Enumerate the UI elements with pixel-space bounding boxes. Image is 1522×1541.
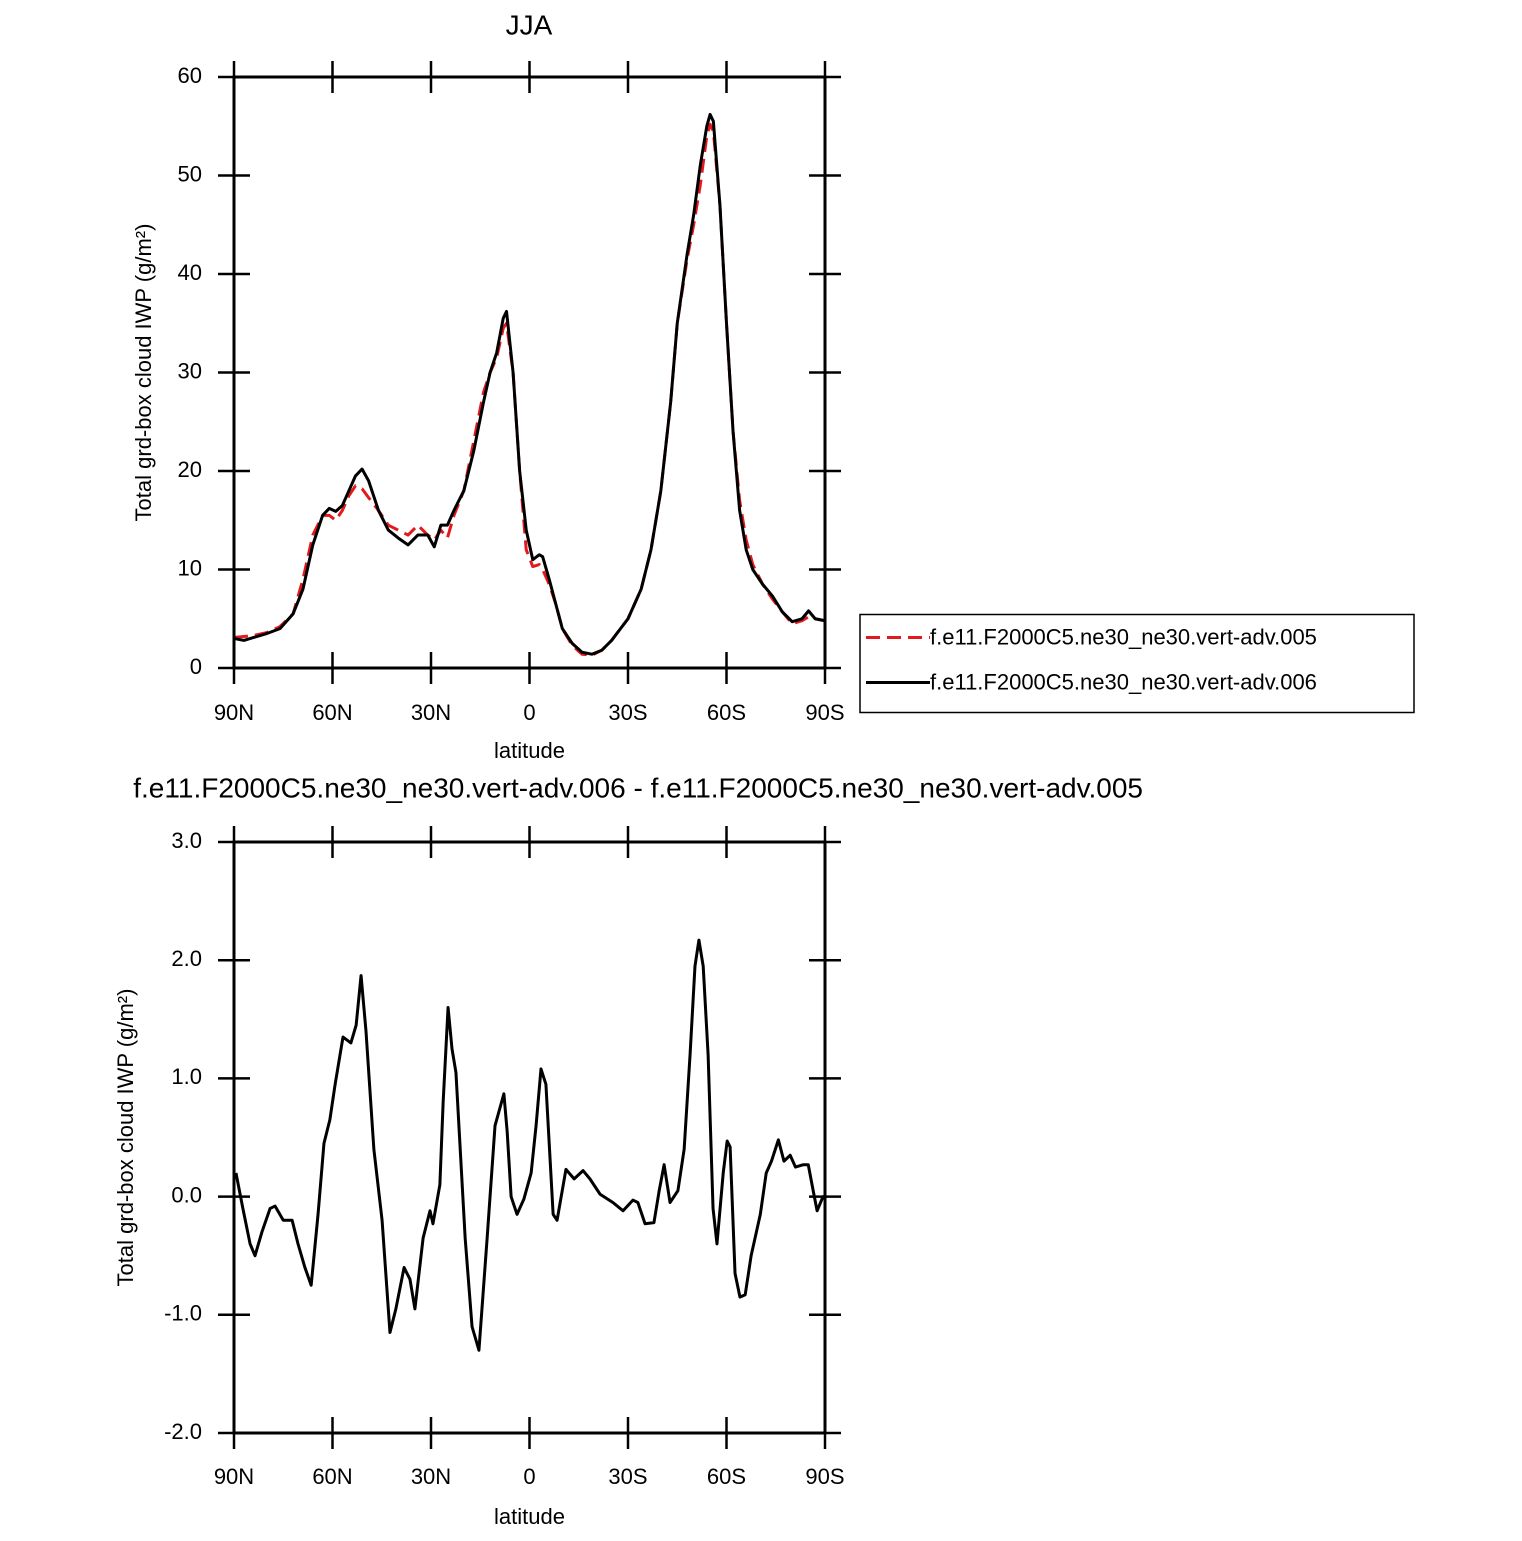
plot-frame bbox=[232, 75, 827, 670]
x-tick-label: 30N bbox=[411, 700, 451, 725]
y-tick-label: 0 bbox=[190, 654, 202, 679]
data-line bbox=[233, 112, 826, 656]
y-tick-label: 1.0 bbox=[171, 1064, 202, 1089]
chart-title: f.e11.F2000C5.ne30_ne30.vert-adv.006 - f… bbox=[133, 772, 1143, 803]
y-tick-label: 40 bbox=[178, 260, 202, 285]
y-tick-label: 60 bbox=[178, 63, 202, 88]
y-tick-label: 0.0 bbox=[171, 1182, 202, 1207]
y-tick-label: 20 bbox=[178, 457, 202, 482]
plot-frame bbox=[232, 840, 827, 1435]
data-line bbox=[234, 938, 825, 1352]
legend-label: f.e11.F2000C5.ne30_ne30.vert-adv.006 bbox=[930, 669, 1317, 694]
x-tick-label: 60N bbox=[312, 700, 352, 725]
x-tick-label: 30N bbox=[411, 1464, 451, 1489]
x-tick-label: 60S bbox=[707, 700, 746, 725]
legend-box bbox=[859, 613, 1415, 714]
x-tick-label: 90S bbox=[805, 1464, 844, 1489]
x-tick-label: 90N bbox=[214, 700, 254, 725]
x-axis-label: latitude bbox=[494, 738, 565, 763]
y-tick-label: -1.0 bbox=[164, 1301, 202, 1326]
x-tick-label: 0 bbox=[523, 1464, 535, 1489]
y-tick-label: -2.0 bbox=[164, 1419, 202, 1444]
x-tick-label: 30S bbox=[608, 700, 647, 725]
y-axis-label: Total grd-box cloud IWP (g/m²) bbox=[113, 989, 138, 1287]
y-tick-label: 2.0 bbox=[171, 946, 202, 971]
x-tick-label: 90S bbox=[805, 700, 844, 725]
x-tick-label: 30S bbox=[608, 1464, 647, 1489]
y-tick-label: 50 bbox=[178, 161, 202, 186]
chart-title: JJA bbox=[506, 9, 553, 40]
x-tick-label: 0 bbox=[523, 700, 535, 725]
y-tick-label: 3.0 bbox=[171, 828, 202, 853]
y-axis-label: Total grd-box cloud IWP (g/m²) bbox=[131, 224, 156, 522]
y-tick-label: 30 bbox=[178, 358, 202, 383]
x-tick-label: 90N bbox=[214, 1464, 254, 1489]
data-line bbox=[233, 122, 826, 657]
x-tick-label: 60S bbox=[707, 1464, 746, 1489]
x-axis-label: latitude bbox=[494, 1504, 565, 1529]
y-tick-label: 10 bbox=[178, 555, 202, 580]
x-tick-label: 60N bbox=[312, 1464, 352, 1489]
legend-label: f.e11.F2000C5.ne30_ne30.vert-adv.005 bbox=[930, 624, 1317, 649]
